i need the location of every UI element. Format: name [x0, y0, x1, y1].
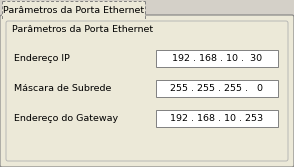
- FancyBboxPatch shape: [0, 15, 294, 167]
- Text: 255 . 255 . 255 .   0: 255 . 255 . 255 . 0: [171, 84, 263, 93]
- FancyBboxPatch shape: [2, 1, 145, 19]
- Text: 192 . 168 . 10 .  30: 192 . 168 . 10 . 30: [172, 54, 262, 63]
- Text: Parâmetros da Porta Ethernet: Parâmetros da Porta Ethernet: [12, 25, 153, 34]
- Text: 192 . 168 . 10 . 253: 192 . 168 . 10 . 253: [171, 114, 263, 123]
- FancyBboxPatch shape: [156, 50, 278, 67]
- Text: Parâmetros da Porta Ethernet: Parâmetros da Porta Ethernet: [3, 6, 144, 15]
- Text: Máscara de Subrede: Máscara de Subrede: [14, 84, 111, 93]
- Text: Endereço IP: Endereço IP: [14, 54, 70, 63]
- FancyBboxPatch shape: [156, 110, 278, 127]
- Text: Endereço do Gateway: Endereço do Gateway: [14, 114, 118, 123]
- FancyBboxPatch shape: [156, 80, 278, 97]
